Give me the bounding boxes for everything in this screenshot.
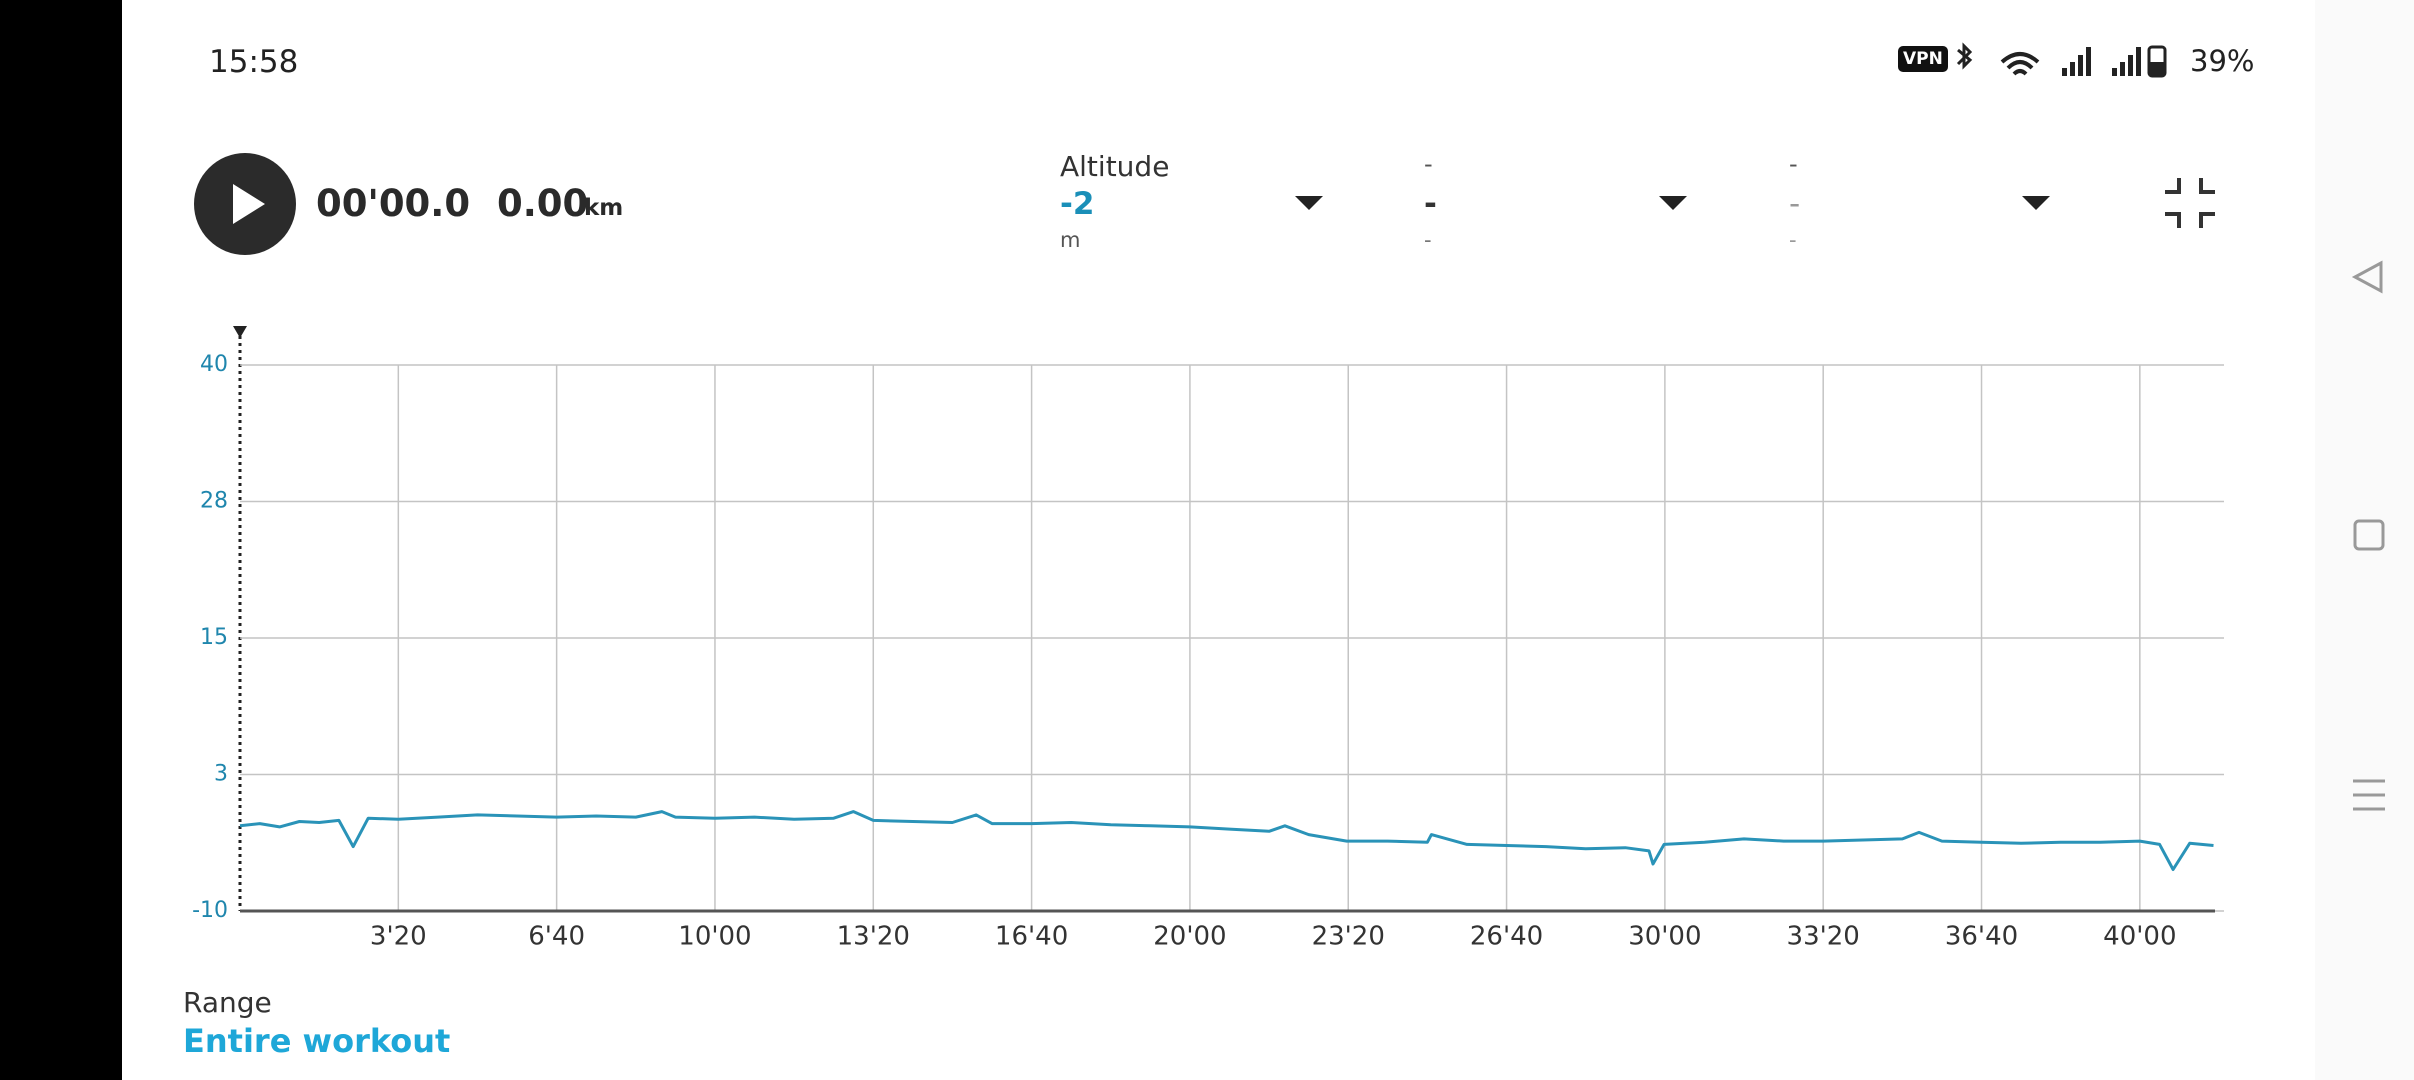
selector-unit: - xyxy=(1789,228,1797,252)
home-button[interactable] xyxy=(2353,519,2385,551)
elapsed-time: 00'00.0 xyxy=(316,182,471,225)
x-tick-label: 30'00 xyxy=(1628,922,1701,952)
nav-bar xyxy=(2315,0,2414,1080)
menu-button[interactable] xyxy=(2353,779,2385,811)
selector-unit: - xyxy=(1424,228,1432,252)
x-tick-label: 16'40 xyxy=(995,922,1068,952)
distance: 0.00 xyxy=(497,182,589,225)
collapse-button[interactable] xyxy=(2163,176,2217,230)
x-tick-label: 13'20 xyxy=(837,922,910,952)
dropdown-arrow[interactable] xyxy=(1659,196,1687,210)
selector-unit: m xyxy=(1060,228,1081,252)
left-bezel xyxy=(0,0,122,1080)
selector-value: - xyxy=(1424,186,1437,222)
data-line xyxy=(239,810,2214,871)
back-button[interactable] xyxy=(2351,260,2383,294)
selector-value: -2 xyxy=(1060,186,1095,222)
x-tick-label: 20'00 xyxy=(1153,922,1226,952)
clock: 15:58 xyxy=(209,44,299,80)
x-tick-label: 40'00 xyxy=(2103,922,2176,952)
selector-label: Altitude xyxy=(1060,150,1170,183)
status-icons xyxy=(1956,42,2167,78)
y-tick-label: 3 xyxy=(214,762,228,787)
distance-unit: km xyxy=(584,195,624,221)
selector-value: - xyxy=(1789,186,1801,222)
y-tick-label: 15 xyxy=(200,625,228,650)
x-tick-label: 26'40 xyxy=(1470,922,1543,952)
x-tick-label: 10'00 xyxy=(678,922,751,952)
selector-label: - xyxy=(1789,150,1798,178)
x-tick-label: 6'40 xyxy=(528,922,585,952)
y-tick-label: 28 xyxy=(200,489,228,514)
dropdown-arrow[interactable] xyxy=(1295,196,1323,210)
x-tick-label: 23'20 xyxy=(1312,922,1385,952)
x-tick-label: 3'20 xyxy=(370,922,427,952)
dropdown-arrow[interactable] xyxy=(2022,196,2050,210)
range-value[interactable]: Entire workout xyxy=(183,1022,451,1060)
selector-label: - xyxy=(1424,150,1433,178)
play-button[interactable] xyxy=(193,152,297,256)
battery-level: 39% xyxy=(2190,44,2255,78)
nav-icons xyxy=(2351,260,2385,811)
y-tick-label: 40 xyxy=(200,352,228,377)
x-tick-label: 36'40 xyxy=(1945,922,2018,952)
x-tick-label: 33'20 xyxy=(1787,922,1860,952)
vpn-icon: VPN xyxy=(1898,46,1948,72)
y-tick-label: -10 xyxy=(192,898,228,923)
dropdown-arrows xyxy=(1295,196,2050,210)
y-axis-arrow xyxy=(233,326,247,338)
range-label: Range xyxy=(183,986,272,1019)
